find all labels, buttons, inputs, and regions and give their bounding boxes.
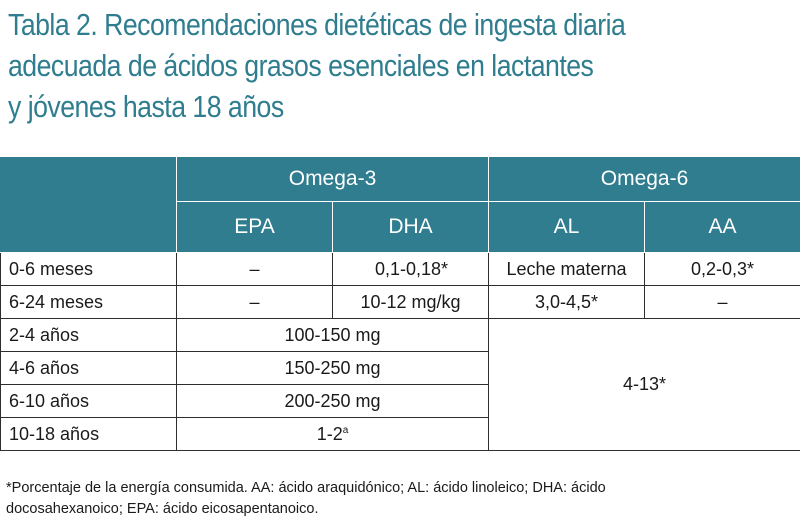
omega3-value: 1-2 (316, 423, 343, 444)
footnote: *Porcentaje de la energía consumida. AA:… (6, 478, 796, 520)
table-row: 10-18 años 1-2a (0, 417, 800, 451)
footnote-line-1: *Porcentaje de la energía consumida. AA:… (6, 480, 606, 496)
footnote-line-2: docosahexanoico; EPA: ácido eicosapentan… (6, 501, 319, 517)
epa-cell: – (176, 285, 333, 319)
aa-cell: – (644, 285, 800, 319)
al-cell: Leche materna (488, 252, 646, 286)
dha-header: DHA (331, 201, 490, 253)
omega3-merged-cell: 200-250 mg (175, 384, 490, 418)
table-row: 0-6 meses – 0,1-0,18* Leche materna 0,2-… (0, 252, 800, 286)
omega3-merged-cell: 1-2a (175, 417, 490, 451)
age-cell: 10-18 años (0, 417, 177, 451)
omega3-header: Omega-3 (175, 156, 490, 202)
al-header: AL (488, 201, 646, 253)
column-header-row: EPA DHA AL AA (1, 201, 800, 253)
age-cell: 6-24 meses (0, 285, 177, 319)
superscript-a: a (342, 424, 349, 436)
title-line-2: adecuada de ácidos grasos esenciales en … (8, 48, 594, 83)
omega3-merged-cell: 100-150 mg (175, 318, 490, 352)
empty-header-cell (0, 156, 177, 253)
age-cell: 0-6 meses (0, 252, 177, 286)
table-row: 4-6 años 150-250 mg (0, 351, 800, 385)
omega3-merged-cell: 150-250 mg (175, 351, 490, 385)
table-row: 2-4 años 100-150 mg 4-13* (0, 318, 800, 451)
al-cell: 3,0-4,5* (488, 285, 646, 319)
epa-cell: – (176, 252, 333, 286)
aa-header: AA (644, 201, 800, 253)
recommendations-table: Omega-3 Omega-6 EPA DHA AL AA 0-6 meses … (0, 156, 800, 451)
age-cell: 4-6 años (0, 351, 177, 385)
aa-cell: 0,2-0,3* (644, 252, 800, 286)
table-row: 6-10 años 200-250 mg (0, 384, 800, 418)
title-line-1: Tabla 2. Recomendaciones dietéticas de i… (8, 7, 626, 42)
table-title: Tabla 2. Recomendaciones dietéticas de i… (8, 4, 687, 127)
table-row: 6-24 meses – 10-12 mg/kg 3,0-4,5* – (0, 285, 800, 319)
omega6-header: Omega-6 (488, 156, 800, 202)
group-header-row: Omega-3 Omega-6 (0, 156, 800, 253)
age-cell: 6-10 años (0, 384, 177, 418)
epa-header: EPA (176, 201, 333, 253)
title-line-3: y jóvenes hasta 18 años (8, 89, 284, 124)
dha-cell: 0,1-0,18* (331, 252, 490, 286)
dha-cell: 10-12 mg/kg (331, 285, 490, 319)
age-cell: 2-4 años (0, 318, 177, 352)
omega6-merged-cell: 4-13* (488, 318, 800, 451)
